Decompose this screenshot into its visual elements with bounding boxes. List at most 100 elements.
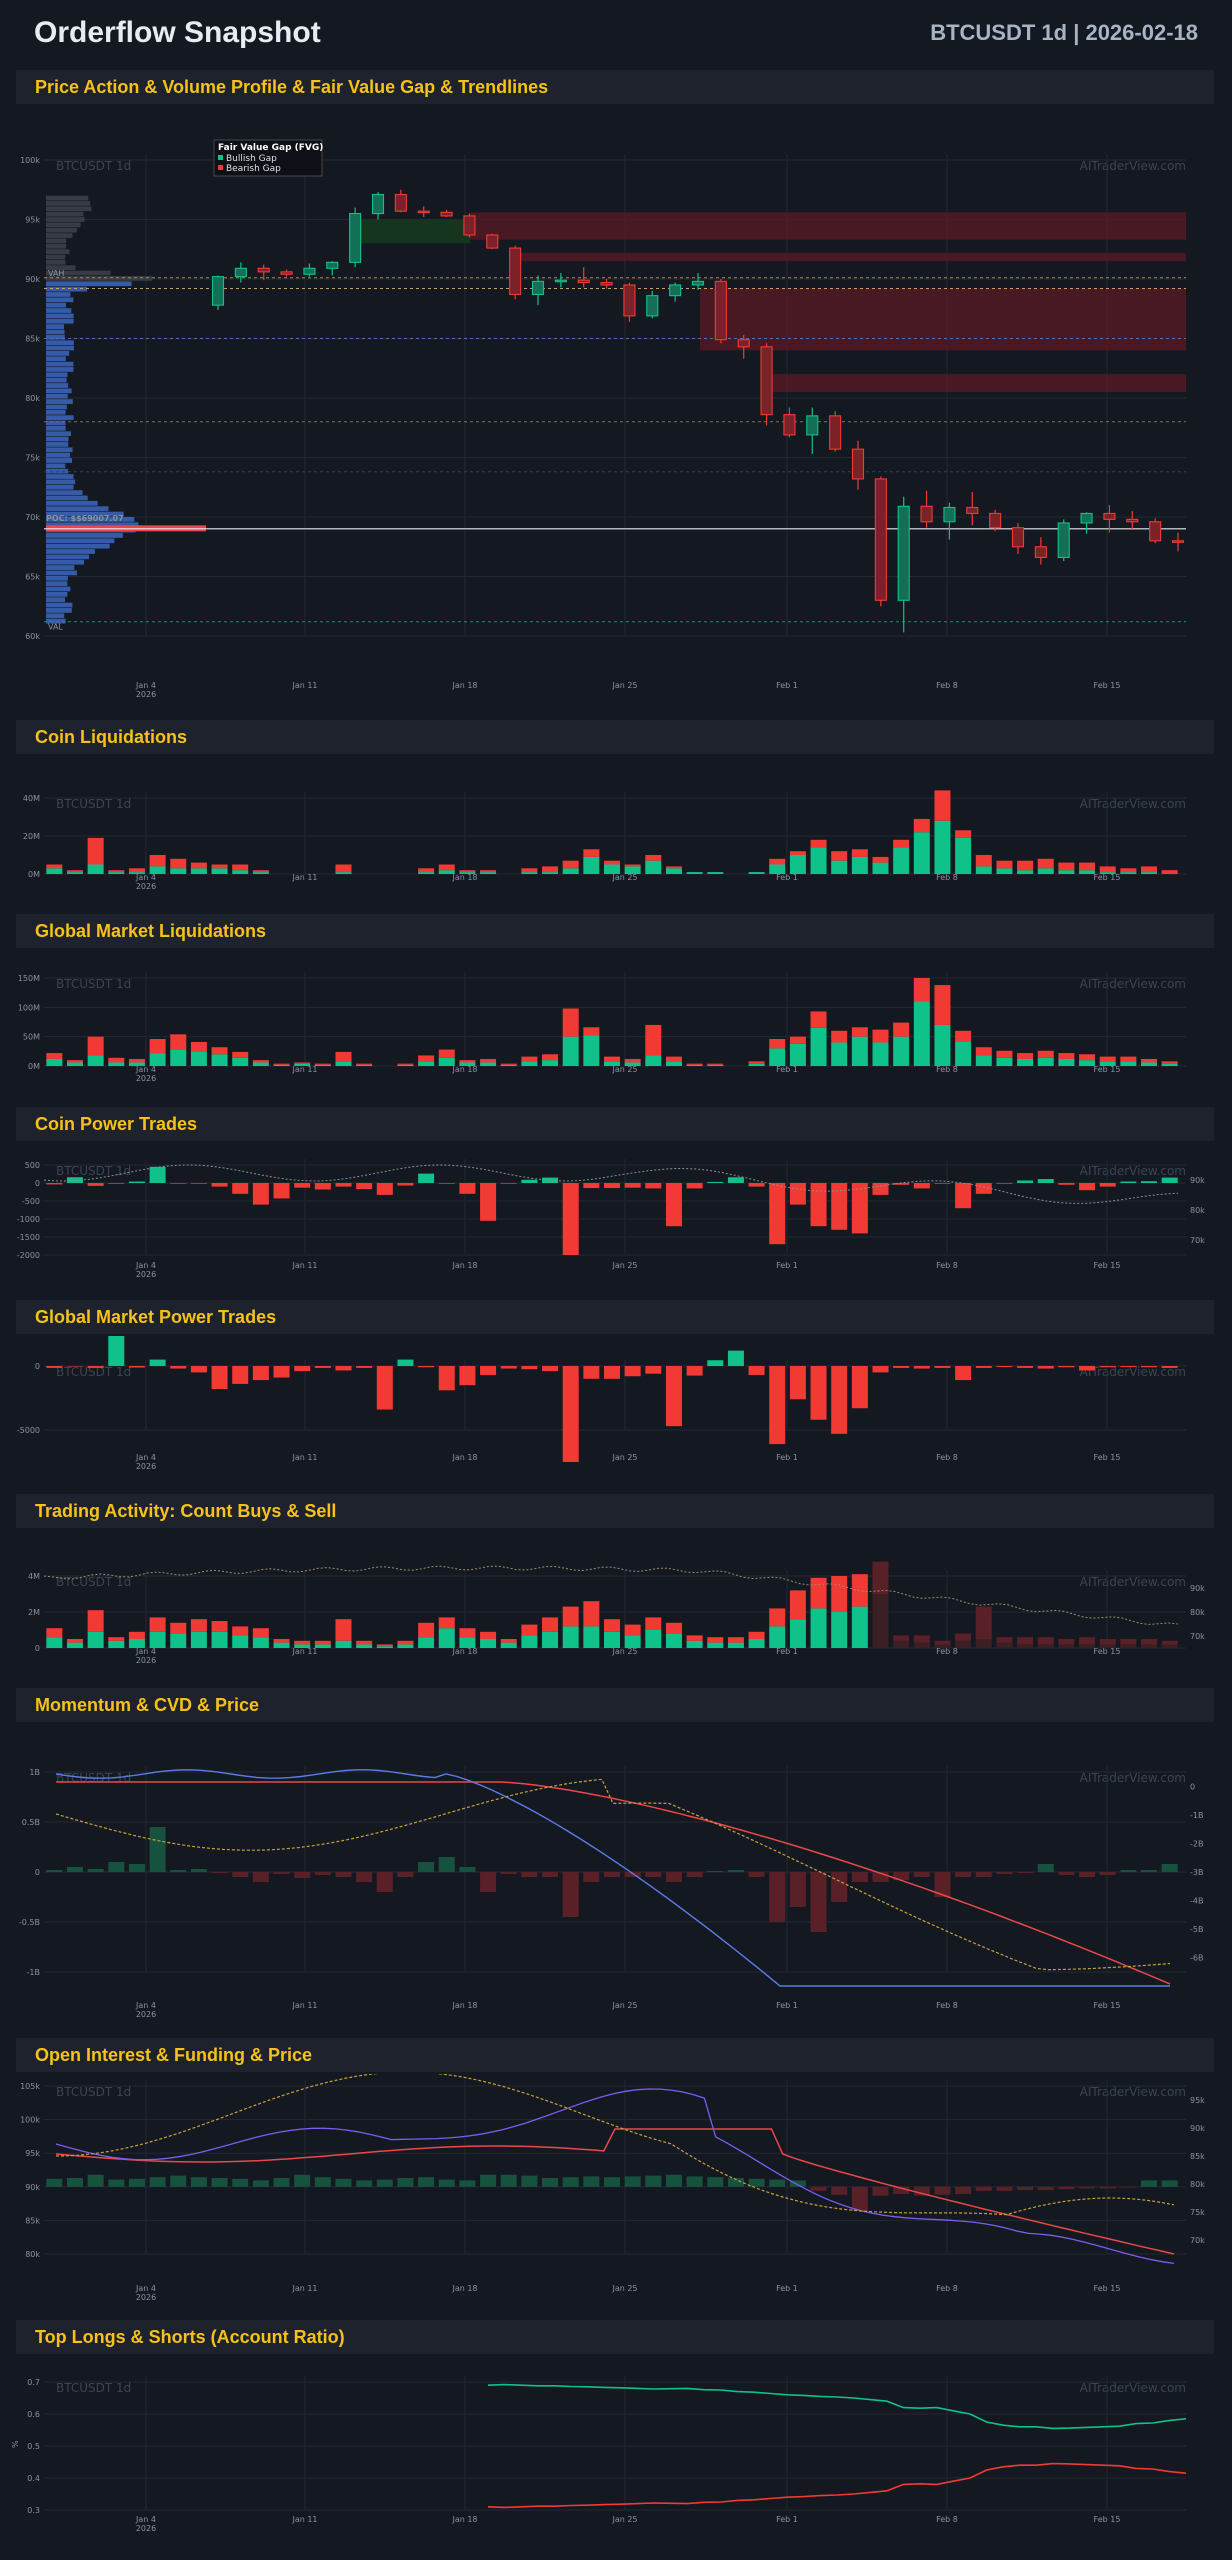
section-open-interest: Open Interest & Funding & Price: [16, 2038, 1214, 2072]
short-liquidation-bar: [1017, 1053, 1033, 1059]
short-liquidation-bar: [274, 1064, 290, 1065]
sell-count-bar: [356, 1641, 372, 1645]
y-tick-label: 80k: [25, 394, 40, 403]
long-liquidation-bar: [604, 865, 620, 875]
sell-count-bar: [583, 1601, 599, 1626]
volume-profile-bar: [46, 362, 73, 367]
x-tick-label: Jan 4: [135, 1261, 156, 1270]
short-liquidation-bar: [294, 1062, 310, 1063]
y-axis-label: %: [11, 2440, 20, 2448]
buy-count-bar: [563, 1626, 579, 1648]
watermark-site: AITraderView.com: [1080, 1771, 1186, 1785]
sell-count-bar: [1162, 1641, 1178, 1645]
x-tick-label: Jan 11: [291, 1065, 317, 1074]
long-liquidation-bar: [1162, 1064, 1178, 1066]
candle-body: [281, 272, 292, 274]
y-tick-label: 90k: [25, 2183, 40, 2192]
section-title: Price Action & Volume Profile & Fair Val…: [35, 77, 548, 98]
power-trade-bar: [583, 1366, 599, 1379]
short-liquidation-bar: [108, 870, 124, 872]
candle-body: [555, 280, 566, 282]
volume-profile-bar: [46, 249, 70, 254]
volume-profile-bar: [46, 496, 88, 501]
volume-profile-bar: [46, 501, 98, 506]
candle-body: [1127, 519, 1138, 521]
x-tick-label: Jan 4: [135, 2001, 156, 2010]
power-trade-bar: [212, 1366, 228, 1389]
funding-bar: [356, 2180, 372, 2186]
y-tick-label: 500: [25, 1161, 40, 1170]
x-tick-label: Jan 11: [291, 2515, 317, 2524]
power-trade-bar: [811, 1183, 827, 1226]
long-liquidation-bar: [1100, 872, 1116, 874]
watermark-symbol: BTCUSDT 1d: [56, 2381, 131, 2395]
long-liquidation-bar: [521, 872, 537, 874]
momentum-bar: [397, 1872, 413, 1877]
funding-bar: [542, 2178, 558, 2187]
candle-body: [487, 235, 498, 248]
watermark-symbol: BTCUSDT 1d: [56, 1164, 131, 1178]
section-title: Top Longs & Shorts (Account Ratio): [35, 2327, 345, 2348]
x-tick-label: Feb 1: [776, 1261, 798, 1270]
funding-bar: [563, 2177, 579, 2187]
x-tick-label: Feb 15: [1094, 1261, 1121, 1270]
candle-body: [533, 281, 544, 294]
candle-body: [578, 280, 589, 282]
sell-count-bar: [335, 1619, 351, 1641]
sell-count-bar: [873, 1562, 889, 1594]
power-trade-bar: [377, 1183, 393, 1195]
long-liquidation-bar: [397, 1065, 413, 1066]
x-tick-label: Jan 4: [135, 2515, 156, 2524]
volume-profile-bar: [46, 372, 67, 377]
funding-bar: [769, 2180, 785, 2187]
funding-bar: [232, 2179, 248, 2187]
momentum-bar: [1120, 1870, 1136, 1872]
buy-count-bar: [604, 1632, 620, 1648]
buy-count-bar: [749, 1639, 765, 1648]
bearish-fvg-zone: [520, 253, 1186, 261]
long-liquidation-bar: [583, 1035, 599, 1066]
x-tick-label: 2026: [136, 1270, 156, 1279]
x-tick-label: Jan 18: [451, 681, 477, 690]
x-tick-label: Jan 4: [135, 2284, 156, 2293]
short-liquidation-bar: [811, 1011, 827, 1027]
long-liquidation-bar: [46, 1059, 62, 1066]
x-tick-label: Jan 11: [291, 1647, 317, 1656]
power-trade-bar: [852, 1366, 868, 1408]
power-trade-bar: [521, 1180, 537, 1183]
volume-profile-bar: [46, 356, 66, 361]
section-trading-activity: Trading Activity: Count Buys & Sell: [16, 1494, 1214, 1528]
long-liquidation-bar: [253, 1062, 269, 1066]
short-liquidation-bar: [749, 1061, 765, 1063]
watermark-symbol: BTCUSDT 1d: [56, 159, 131, 173]
power-trade-bar: [480, 1183, 496, 1221]
bearish-legend-swatch: [218, 165, 223, 170]
y-tick-label: 75k: [25, 454, 40, 463]
funding-bar: [67, 2178, 83, 2187]
x-tick-label: Jan 25: [611, 681, 637, 690]
y-tick-label: 0: [35, 1362, 40, 1371]
momentum-bar: [769, 1872, 785, 1922]
y2-tick-label: 70k: [1190, 1632, 1205, 1641]
short-liquidation-bar: [645, 855, 661, 861]
short-liquidation-bar: [852, 1027, 868, 1036]
x-tick-label: Feb 8: [936, 873, 958, 882]
long-liquidation-bar: [1120, 872, 1136, 874]
short-liquidation-bar: [1162, 1061, 1178, 1063]
long-liquidation-bar: [46, 868, 62, 874]
candle-body: [601, 283, 612, 285]
short-liquidation-bar: [666, 1057, 682, 1062]
volume-profile-bar: [46, 239, 66, 244]
volume-profile-bar: [46, 222, 81, 227]
y-tick-label: 150M: [18, 974, 40, 983]
long-liquidation-bar: [170, 868, 186, 874]
short-liquidation-bar: [150, 855, 166, 866]
short-liquidation-bar: [46, 865, 62, 869]
buy-count-bar: [583, 1626, 599, 1648]
poc-label: POC: $$69007.07: [46, 514, 124, 523]
volume-profile-bar: [46, 324, 64, 329]
candle-body: [1058, 523, 1069, 558]
power-trade-bar: [666, 1183, 682, 1226]
short-liquidation-bar: [253, 870, 269, 872]
candle-body: [647, 296, 658, 316]
